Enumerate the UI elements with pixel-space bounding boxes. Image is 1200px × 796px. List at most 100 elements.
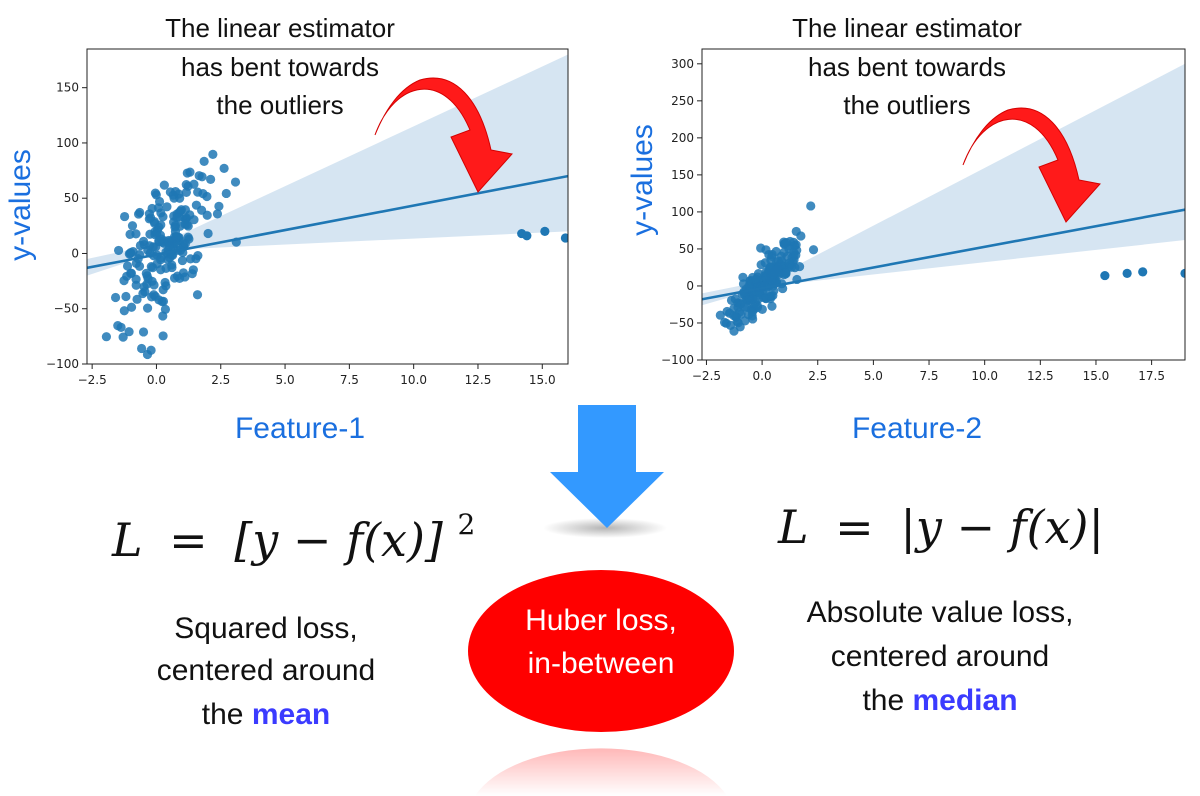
y-tick-label: −50 [54, 302, 79, 316]
y-tick-label: −50 [669, 316, 694, 330]
data-point [133, 209, 144, 219]
huber-label-line: Huber loss, [525, 604, 677, 637]
plot1-ylabel: y-values [4, 149, 37, 261]
caption-emphasis-median: median [913, 684, 1018, 717]
x-tick-label: 17.5 [1138, 369, 1165, 383]
squared-loss-formula: L = [y − f(x)] 2 [111, 508, 475, 567]
data-point [124, 327, 134, 337]
plot-area [702, 63, 1185, 336]
absolute-loss-formula: L = |y − f(x)| [777, 500, 1104, 554]
formula-body: |y − f(x)| [900, 500, 1104, 554]
plot2-ylabel: y-values [626, 124, 659, 236]
outlier-point [1180, 268, 1185, 278]
data-point [154, 236, 164, 246]
plot2-annotation-line: has bent towards [808, 52, 1006, 82]
data-point [753, 294, 763, 304]
data-point [786, 262, 797, 272]
data-point [188, 265, 198, 275]
data-point [219, 163, 229, 173]
data-point [132, 294, 142, 304]
data-point [729, 311, 739, 321]
data-point [156, 220, 166, 230]
data-point [167, 260, 177, 270]
data-point [771, 246, 781, 257]
data-point [156, 255, 166, 265]
data-point [134, 261, 145, 271]
data-point [148, 242, 158, 252]
data-point [158, 296, 169, 307]
caption-prefix: the [862, 684, 912, 717]
x-tick-label: 0.0 [753, 369, 772, 383]
data-point [199, 156, 209, 166]
x-tick-label: 2.5 [211, 373, 230, 387]
data-point [113, 245, 124, 256]
y-tick-label: 100 [56, 136, 79, 150]
huber-reflection-shape [475, 748, 727, 796]
data-point [781, 268, 791, 278]
data-point [761, 293, 771, 303]
plot-feature-1: −2.5 0.0 2.5 5.0 7.5 10.0 12.5 15.0 −100 −50 0 50 10… [46, 48, 569, 387]
formula-lhs: L [777, 500, 809, 554]
outlier-point [560, 233, 568, 243]
data-point [127, 221, 138, 231]
data-point [733, 318, 743, 328]
data-point [185, 254, 196, 264]
data-point [172, 212, 182, 223]
formula-equals: = [835, 500, 874, 554]
data-point [202, 191, 212, 202]
y-tick-label: 0 [71, 246, 79, 260]
data-point [751, 274, 761, 284]
data-point [738, 272, 748, 282]
formula-equals: = [169, 513, 208, 567]
plot2-annotation-line: the outliers [843, 90, 970, 120]
data-point [722, 306, 732, 317]
data-point [142, 303, 153, 313]
data-point [184, 234, 194, 244]
x-tick-label: 10.0 [400, 373, 427, 387]
caption-line: Absolute value loss, [807, 596, 1074, 629]
data-point [730, 294, 740, 304]
data-point [206, 174, 216, 184]
data-point [136, 343, 147, 354]
data-point [149, 280, 159, 290]
data-point [121, 291, 131, 302]
x-tick-label: −2.5 [78, 373, 107, 387]
data-point [768, 269, 779, 279]
data-point [170, 186, 181, 197]
absolute-loss-caption: Absolute value loss, centered around the… [807, 596, 1074, 717]
data-point [119, 306, 129, 316]
data-point [212, 209, 223, 219]
caption-line: centered around [831, 640, 1050, 673]
data-point [138, 236, 149, 246]
huber-reflection [475, 748, 727, 796]
x-tick-label: 2.5 [808, 369, 827, 383]
y-tick-label: 300 [671, 57, 694, 71]
data-point [791, 250, 801, 260]
data-point [739, 302, 750, 312]
caption-emphasis-mean: mean [252, 698, 330, 731]
data-point [197, 172, 207, 182]
x-tick-label: 0.0 [147, 373, 166, 387]
caption-line: the median [862, 684, 1017, 717]
data-point [230, 177, 241, 187]
data-point [756, 260, 766, 270]
plot1-annotation-line: has bent towards [181, 52, 379, 82]
y-tick-label: 200 [671, 131, 694, 145]
plot1-annotation: The linear estimator has bent towards th… [165, 13, 395, 120]
curved-arrow-icon [374, 77, 513, 193]
y-tick-label: 100 [671, 205, 694, 219]
data-point [806, 201, 816, 211]
data-point [177, 255, 188, 266]
data-point [181, 180, 191, 190]
regression-line [702, 208, 1185, 301]
outlier-point [540, 226, 550, 236]
data-point [192, 290, 203, 300]
formula-lhs: L [111, 513, 143, 567]
data-point [126, 302, 137, 312]
caption-line: Squared loss, [174, 612, 357, 645]
huber-label-line: in-between [528, 647, 675, 680]
data-point [113, 321, 123, 331]
arrow-shadow [543, 518, 667, 538]
